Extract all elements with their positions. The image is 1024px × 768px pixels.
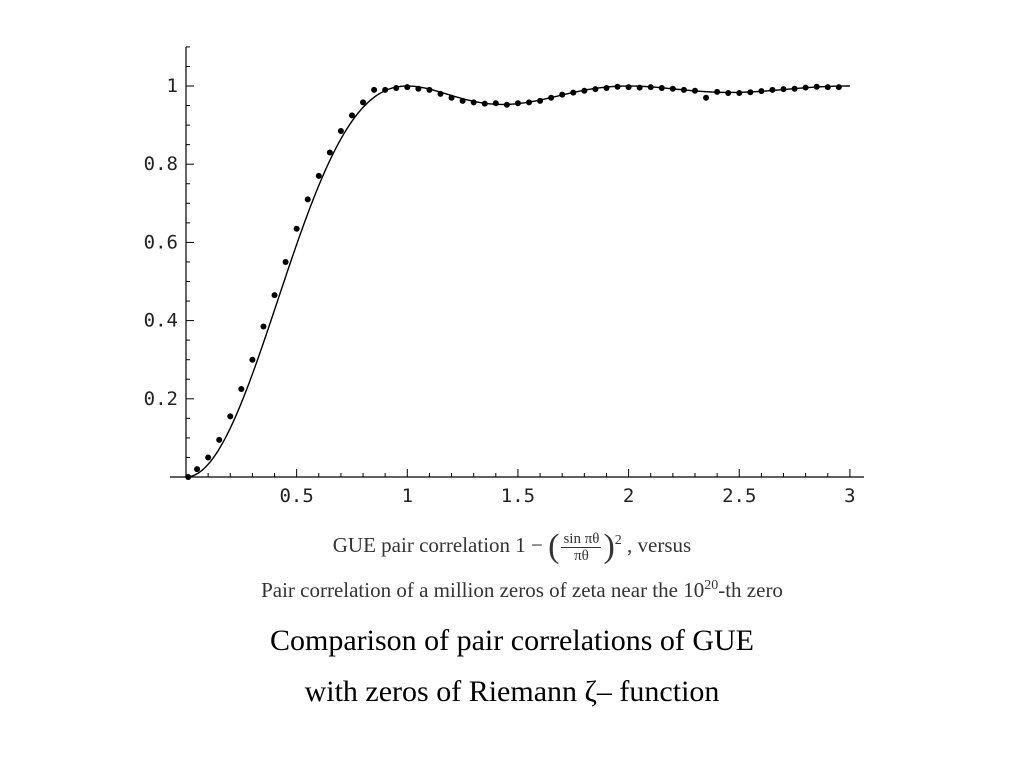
data-point: [802, 84, 809, 91]
data-point: [315, 172, 322, 179]
data-point: [371, 86, 378, 93]
x-tick-label: 3: [844, 485, 855, 507]
data-point: [382, 86, 389, 93]
caption2-exponent: 20: [704, 578, 719, 593]
data-point: [348, 112, 355, 119]
data-point: [548, 94, 555, 101]
x-tick-label: 0.5: [279, 485, 313, 507]
data-point: [537, 97, 544, 104]
data-point: [393, 84, 400, 91]
data-point: [293, 225, 300, 232]
data-point: [526, 99, 533, 106]
y-tick-label: 1: [167, 75, 178, 97]
data-point: [691, 87, 698, 94]
data-point: [227, 413, 234, 420]
data-point: [647, 84, 654, 91]
data-point: [603, 84, 610, 91]
right-paren: ): [603, 528, 615, 565]
data-point: [559, 91, 566, 98]
data-point: [337, 127, 344, 134]
data-point: [503, 101, 510, 108]
caption2-suffix: -th zero: [718, 578, 783, 602]
y-tick-label: 0.2: [144, 388, 178, 410]
data-point: [824, 84, 831, 91]
data-point: [581, 87, 588, 94]
data-point: [714, 88, 721, 95]
y-tick-label: 0.6: [144, 231, 178, 253]
caption-prefix: GUE pair correlation 1 −: [332, 532, 549, 557]
data-point: [426, 86, 433, 93]
data-point: [669, 85, 676, 92]
caption2-prefix: Pair correlation of a million zeros of z…: [261, 578, 705, 602]
data-point: [282, 258, 289, 265]
zeta-data-points: [185, 83, 842, 480]
data-point: [216, 436, 223, 443]
data-point: [404, 84, 411, 91]
slide-title-line1: Comparison of pair correlations of GUE: [269, 624, 755, 657]
y-ticks: 0.2 0.4 0.6 0.8 1: [144, 46, 194, 458]
x-tick-label: 2.5: [722, 485, 756, 507]
data-point: [459, 97, 466, 104]
x-tick-label: 2: [623, 485, 634, 507]
data-point: [835, 84, 842, 91]
caption-gue-formula: GUE pair correlation 1 − (sin πθ πθ)2 , v…: [0, 528, 1024, 566]
axes: [170, 47, 864, 478]
fraction-numerator: sin πθ: [561, 530, 602, 548]
data-point: [592, 86, 599, 93]
x-tick-label: 1.5: [501, 485, 535, 507]
caption-zeta-data: Pair correlation of a million zeros of z…: [10, 578, 1024, 603]
data-point: [570, 89, 577, 96]
x-ticks: 0.5 1 1.5 2 2.5 3: [207, 469, 856, 507]
data-point: [758, 88, 765, 95]
y-tick-label: 0.4: [144, 310, 178, 332]
data-point: [185, 474, 192, 480]
data-point: [769, 86, 776, 93]
data-point: [736, 90, 743, 97]
data-point: [747, 89, 754, 96]
data-point: [326, 149, 333, 156]
data-point: [304, 196, 311, 203]
data-point: [514, 100, 521, 107]
data-point: [680, 86, 687, 93]
data-point: [813, 83, 820, 90]
caption-suffix: , versus: [621, 532, 692, 557]
data-point: [492, 100, 499, 107]
data-point: [360, 99, 367, 106]
data-point: [614, 83, 621, 90]
data-point: [725, 90, 732, 97]
fraction-denominator: πθ: [574, 547, 589, 564]
data-point: [249, 356, 256, 363]
gue-curve: [185, 85, 850, 478]
data-point: [636, 84, 643, 91]
sinc-fraction: sin πθ πθ: [561, 530, 602, 564]
data-point: [194, 466, 201, 473]
data-point: [703, 94, 710, 101]
data-point: [625, 84, 632, 91]
slide-title-line2: with zeros of Riemann ζ– function: [304, 675, 720, 708]
left-paren: (: [548, 528, 560, 565]
data-point: [791, 85, 798, 92]
pair-correlation-chart: 0.5 1 1.5 2 2.5 3 0.2 0.4 0.6 0.8 1: [144, 46, 864, 507]
y-tick-label: 0.8: [144, 153, 178, 175]
data-point: [437, 90, 444, 97]
x-tick-label: 1: [402, 485, 413, 507]
data-point: [470, 99, 477, 106]
data-point: [260, 323, 267, 330]
data-point: [780, 86, 787, 93]
data-point: [481, 100, 488, 107]
data-point: [658, 84, 665, 91]
data-point: [271, 292, 278, 299]
caption-exponent: 2: [614, 532, 622, 548]
data-point: [448, 94, 455, 101]
data-point: [205, 454, 212, 461]
data-point: [415, 85, 422, 92]
data-point: [238, 386, 245, 393]
